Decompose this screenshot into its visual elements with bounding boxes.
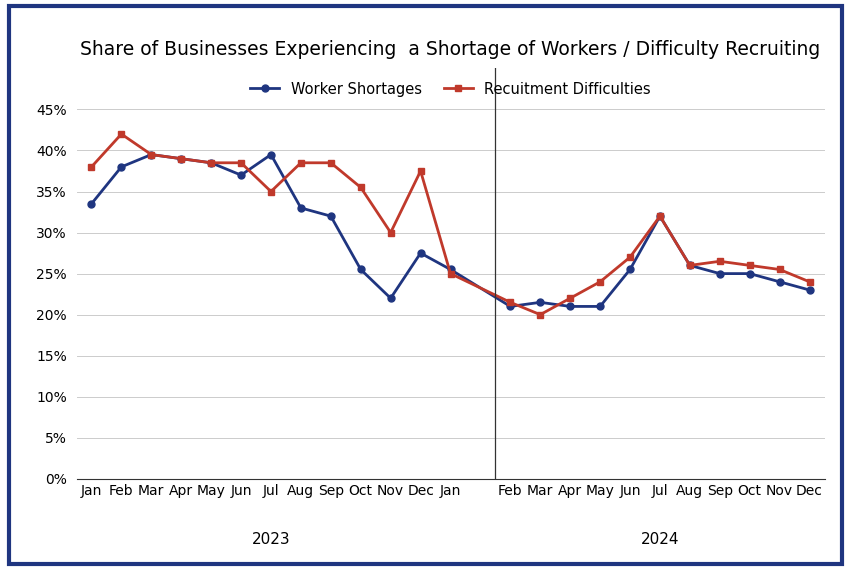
Text: 2023: 2023 — [252, 532, 291, 547]
Title: Share of Businesses Experiencing  a Shortage of Workers / Difficulty Recruiting: Share of Businesses Experiencing a Short… — [81, 39, 820, 59]
Legend: Worker Shortages, Recuitment Difficulties: Worker Shortages, Recuitment Difficultie… — [244, 76, 657, 103]
Text: 2024: 2024 — [641, 532, 679, 547]
